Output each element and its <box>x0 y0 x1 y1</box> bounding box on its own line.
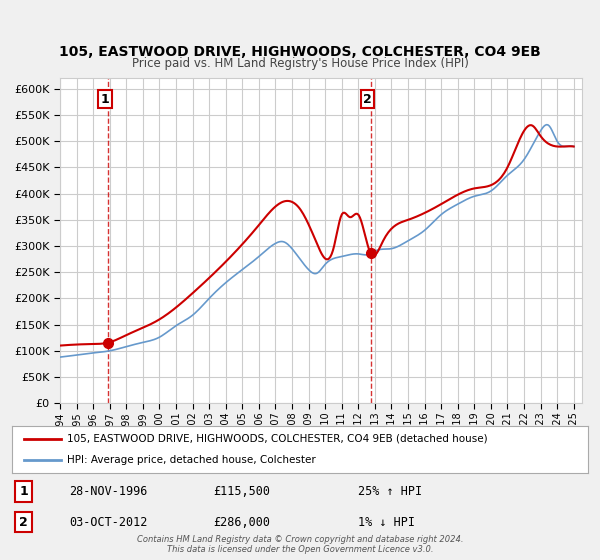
Text: Price paid vs. HM Land Registry's House Price Index (HPI): Price paid vs. HM Land Registry's House … <box>131 57 469 70</box>
Text: 1: 1 <box>100 93 109 106</box>
Text: 2: 2 <box>363 93 372 106</box>
Text: £286,000: £286,000 <box>214 516 271 529</box>
Text: 105, EASTWOOD DRIVE, HIGHWOODS, COLCHESTER, CO4 9EB: 105, EASTWOOD DRIVE, HIGHWOODS, COLCHEST… <box>59 45 541 59</box>
Text: 03-OCT-2012: 03-OCT-2012 <box>70 516 148 529</box>
Text: HPI: Average price, detached house, Colchester: HPI: Average price, detached house, Colc… <box>67 455 316 465</box>
Text: Contains HM Land Registry data © Crown copyright and database right 2024.
This d: Contains HM Land Registry data © Crown c… <box>137 535 463 554</box>
Text: 1% ↓ HPI: 1% ↓ HPI <box>358 516 415 529</box>
Text: 28-NOV-1996: 28-NOV-1996 <box>70 485 148 498</box>
Text: 25% ↑ HPI: 25% ↑ HPI <box>358 485 422 498</box>
Text: 1: 1 <box>19 485 28 498</box>
Text: £115,500: £115,500 <box>214 485 271 498</box>
Text: 2: 2 <box>19 516 28 529</box>
Text: 105, EASTWOOD DRIVE, HIGHWOODS, COLCHESTER, CO4 9EB (detached house): 105, EASTWOOD DRIVE, HIGHWOODS, COLCHEST… <box>67 434 487 444</box>
